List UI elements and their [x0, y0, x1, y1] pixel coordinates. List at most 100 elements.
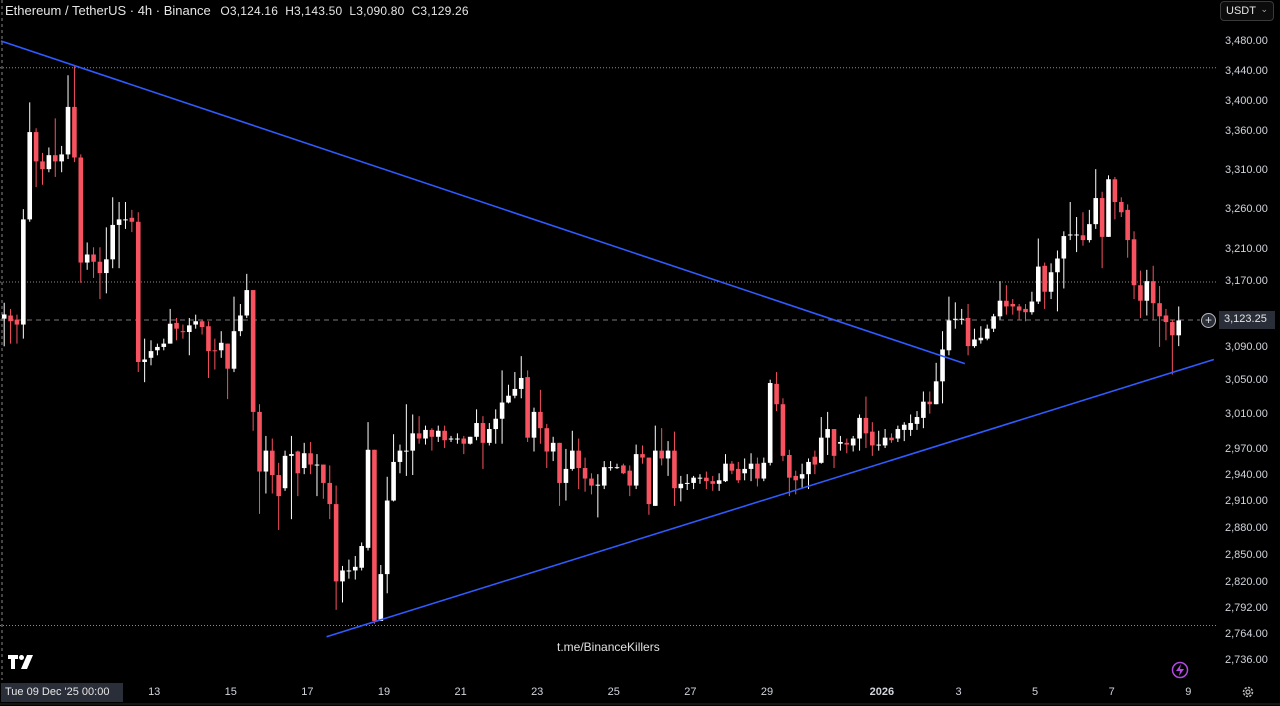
candle — [825, 411, 830, 455]
candle-body — [289, 454, 294, 456]
candle — [991, 313, 996, 332]
candle-body — [1150, 281, 1156, 304]
trendline[interactable] — [0, 40, 966, 365]
candle — [474, 409, 479, 441]
candle — [1023, 303, 1028, 322]
candle-body — [429, 429, 435, 437]
low-value: L3,090.80 — [349, 4, 405, 18]
candle-body — [78, 157, 84, 263]
candle — [550, 436, 556, 462]
candle — [1074, 217, 1079, 253]
candle-body — [333, 504, 339, 582]
candle-body — [148, 351, 154, 358]
candle — [1035, 238, 1041, 304]
candle — [314, 454, 320, 497]
tradingview-logo-icon[interactable] — [8, 655, 34, 674]
candle — [710, 475, 716, 491]
candle — [806, 458, 811, 490]
candle — [1106, 175, 1111, 237]
candle — [608, 461, 613, 471]
candle-body — [774, 383, 779, 405]
currency-dropdown[interactable]: USDT ⌄ — [1220, 1, 1274, 21]
candle-body — [455, 438, 460, 440]
candle-body — [123, 219, 128, 221]
candle — [91, 247, 96, 278]
candle — [340, 565, 345, 603]
candle-body — [314, 464, 320, 466]
candle-body — [65, 106, 71, 155]
time-tick-label: 3 — [955, 686, 962, 698]
lightning-icon[interactable] — [1171, 661, 1189, 684]
candle — [1087, 209, 1092, 243]
candle — [1118, 197, 1124, 218]
candle — [844, 438, 850, 454]
candle-body — [857, 417, 862, 439]
candle — [633, 444, 639, 490]
candle — [614, 463, 620, 469]
trendline[interactable] — [326, 358, 1215, 638]
candle — [123, 201, 128, 229]
candle-body — [59, 154, 64, 162]
candle-body — [423, 429, 428, 439]
candle-body — [448, 438, 454, 440]
time-tick-label: 19 — [377, 686, 391, 698]
price-tick-label: 2,940.00 — [1225, 469, 1268, 482]
candle — [1176, 306, 1182, 347]
candle — [946, 296, 952, 356]
candle — [1125, 204, 1130, 258]
candle-body — [167, 323, 173, 344]
candle-body — [206, 326, 211, 352]
candle-body — [914, 417, 920, 424]
candle — [148, 340, 154, 366]
candle-body — [570, 450, 575, 469]
symbol-title[interactable]: Ethereum / TetherUS · 4h · Binance — [5, 3, 211, 18]
candle — [301, 442, 307, 475]
candle — [780, 398, 786, 462]
candle-body — [384, 500, 390, 575]
gear-icon[interactable] — [1241, 685, 1255, 704]
candle-body — [218, 342, 224, 351]
candle-body — [557, 442, 562, 483]
candle-body — [844, 442, 850, 445]
candle — [755, 457, 760, 487]
candle-body — [818, 437, 824, 463]
candle-body — [544, 428, 550, 452]
plus-circle-icon[interactable]: + — [1201, 313, 1216, 328]
time-tick-label: 17 — [301, 686, 314, 698]
candle-body — [684, 482, 690, 484]
candle-body — [627, 470, 633, 486]
candle — [512, 372, 518, 399]
price-tick-label: 2,880.00 — [1225, 522, 1268, 535]
candle-body — [672, 450, 677, 489]
candle — [582, 457, 588, 492]
candle — [59, 145, 64, 173]
candle — [84, 242, 90, 270]
candle — [697, 474, 703, 484]
candle-body — [659, 450, 664, 459]
price-tick-label: 3,050.00 — [1225, 374, 1268, 387]
candle-body — [467, 436, 473, 444]
price-tick-label: 2,910.00 — [1225, 495, 1268, 508]
time-tick-label: 23 — [531, 686, 544, 698]
candle — [576, 438, 581, 490]
candle — [52, 118, 58, 177]
candle-body — [212, 350, 218, 352]
candle-body — [1099, 198, 1105, 237]
candle — [652, 425, 658, 506]
candle — [27, 102, 33, 222]
candle — [729, 461, 735, 475]
candle — [953, 302, 958, 329]
candle-body — [1029, 301, 1035, 313]
candle-body — [531, 411, 537, 438]
candle-body — [27, 132, 33, 220]
candle-body — [499, 402, 505, 419]
candle — [1042, 262, 1047, 309]
candle-body — [52, 155, 58, 162]
candle-body — [787, 454, 792, 478]
candle — [863, 396, 869, 449]
candle — [1163, 308, 1169, 341]
candle-body — [576, 450, 581, 469]
candle-body — [301, 453, 307, 469]
candle-body — [506, 395, 511, 403]
